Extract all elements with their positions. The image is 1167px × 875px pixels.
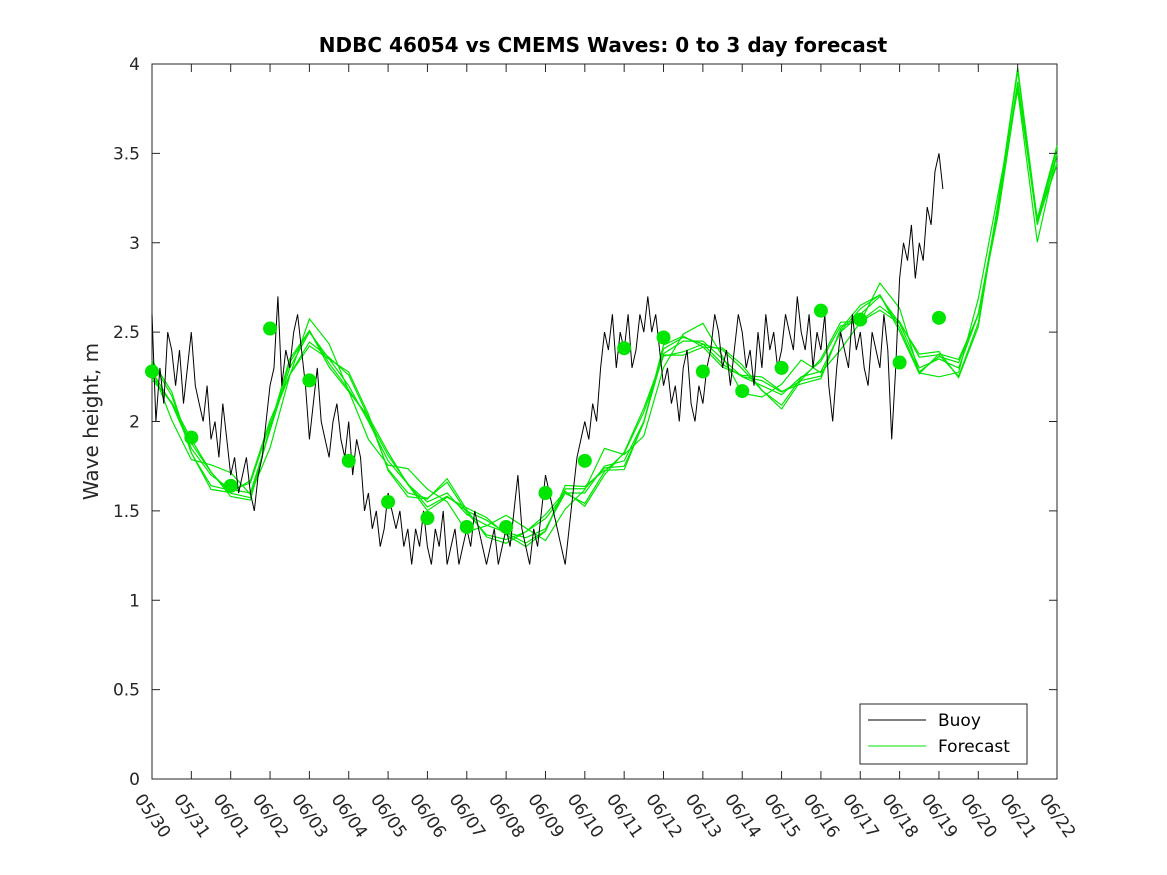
legend-label-forecast: Forecast — [938, 737, 1010, 757]
legend-label-buoy: Buoy — [938, 711, 981, 731]
forecast-marker — [931, 310, 946, 325]
forecast-marker — [302, 373, 317, 388]
forecast-run-line — [151, 67, 1058, 544]
y-tick-label: 0.5 — [113, 681, 140, 701]
forecast-marker — [774, 360, 789, 375]
chart-title: NDBC 46054 vs CMEMS Waves: 0 to 3 day fo… — [319, 33, 888, 57]
forecast-marker — [813, 303, 828, 318]
forecast-run-line — [151, 84, 1058, 544]
legend-box — [859, 703, 1028, 765]
forecast-lines — [151, 67, 1058, 548]
legend: Buoy Forecast — [859, 703, 1028, 765]
forecast-run-line — [151, 81, 1058, 539]
forecast-marker — [223, 478, 238, 493]
buoy-line — [151, 153, 944, 565]
forecast-marker — [420, 511, 435, 526]
y-tick-label: 3.5 — [113, 144, 140, 164]
y-tick-label: 3 — [129, 234, 140, 254]
forecast-marker — [617, 341, 632, 356]
y-tick-label: 2.5 — [113, 323, 140, 343]
y-tick-label: 0 — [129, 770, 140, 790]
y-tick-label: 2 — [129, 413, 140, 433]
forecast-marker — [656, 330, 671, 345]
forecast-marker — [577, 453, 592, 468]
forecast-marker — [381, 494, 396, 509]
forecast-marker — [853, 312, 868, 327]
y-tick-label: 4 — [129, 55, 140, 75]
forecast-marker — [892, 355, 907, 370]
forecast-marker — [695, 364, 710, 379]
axes-box — [151, 63, 1058, 780]
forecast-marker — [459, 519, 474, 534]
y-axis-label: Wave height, m — [79, 343, 103, 500]
y-axis: 0 0.5 1 1.5 2 2.5 3 3.5 4 — [113, 55, 1057, 790]
y-tick-label: 1 — [129, 591, 140, 611]
y-tick-label: 1.5 — [113, 502, 140, 522]
forecast-marker — [184, 430, 199, 445]
buoy-series-line — [151, 153, 944, 565]
forecast-marker — [263, 321, 278, 336]
forecast-run-line — [151, 90, 1058, 542]
forecast-marker — [499, 519, 514, 534]
forecast-marker — [341, 453, 356, 468]
plot-area — [145, 63, 1058, 780]
forecast-marker — [735, 384, 750, 399]
forecast-marker — [538, 486, 553, 500]
forecast-markers — [145, 303, 946, 534]
forecast-marker — [145, 364, 159, 379]
